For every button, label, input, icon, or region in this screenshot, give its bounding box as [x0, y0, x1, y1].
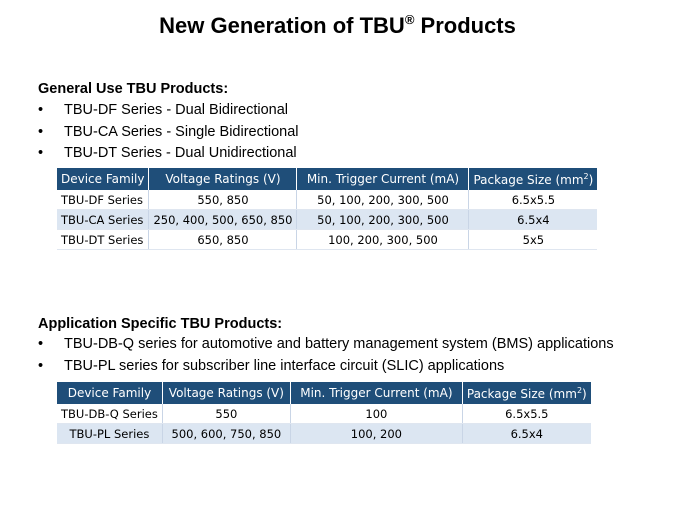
cell-trigger-current: 50, 100, 200, 300, 500: [296, 190, 470, 210]
header-min-trigger-current: Min. Trigger Current (mA): [296, 168, 470, 190]
registered-mark: ®: [404, 12, 415, 27]
bullet-item: • TBU-DT Series - Dual Unidirectional: [38, 143, 299, 165]
bullet-item: • TBU-DF Series - Dual Bidirectional: [38, 100, 299, 122]
header-voltage-ratings: Voltage Ratings (V): [162, 382, 291, 404]
cell-voltage: 500, 600, 750, 850: [162, 423, 291, 444]
bullet-item: • TBU-PL series for subscriber line inter…: [38, 356, 614, 378]
header-package-size-close: ): [582, 386, 587, 401]
cell-device-family: TBU-DF Series: [57, 190, 150, 210]
cell-device-family: TBU-DB-Q Series: [57, 404, 163, 424]
bullet-dot: •: [38, 145, 44, 161]
bullet-item: • TBU-DB-Q series for automotive and batt…: [38, 334, 614, 356]
header-package-size-exp: 2: [576, 385, 583, 395]
application-specific-heading: Application Specific TBU Products:: [38, 316, 283, 332]
table-header-row: Device Family Voltage Ratings (V) Min. T…: [57, 168, 598, 190]
header-package-size: Package Size (mm2): [468, 168, 598, 190]
header-package-size-close: ): [588, 172, 594, 187]
cell-device-family: TBU-PL Series: [57, 423, 163, 444]
cell-trigger-current: 100: [290, 404, 463, 424]
bullet-text: TBU-DF Series - Dual Bidirectional: [64, 102, 289, 118]
cell-trigger-current: 100, 200: [290, 423, 463, 444]
bullet-dot: •: [38, 336, 44, 352]
table-row: TBU-DT Series 650, 850 100, 200, 300, 50…: [57, 229, 598, 250]
cell-voltage: 650, 850: [148, 229, 298, 250]
application-specific-table: Device Family Voltage Ratings (V) Min. T…: [57, 382, 591, 444]
general-use-bullets: • TBU-DF Series - Dual Bidirectional • TBU…: [38, 100, 299, 165]
bullet-text: TBU-DT Series - Dual Unidirectional: [64, 145, 297, 161]
cell-voltage: 250, 400, 500, 650, 850: [148, 209, 298, 230]
bullet-dot: •: [38, 357, 44, 374]
table-row: TBU-CA Series 250, 400, 500, 650, 850 50…: [57, 209, 598, 230]
cell-device-family: TBU-CA Series: [57, 209, 150, 230]
cell-trigger-current: 100, 200, 300, 500: [296, 229, 470, 250]
header-package-size-text: Package Size (mm: [473, 172, 584, 187]
bullet-dot: •: [38, 123, 44, 140]
cell-trigger-current: 50, 100, 200, 300, 500: [296, 209, 470, 230]
cell-voltage: 550, 850: [148, 190, 298, 210]
header-voltage-ratings: Voltage Ratings (V): [148, 168, 298, 190]
cell-package-size: 6.5x4: [468, 209, 598, 230]
bullet-item: • TBU-CA Series - Single Bidirectional: [38, 122, 299, 144]
cell-package-size: 6.5x5.5: [462, 404, 591, 424]
general-use-table: Device Family Voltage Ratings (V) Min. T…: [57, 168, 598, 250]
bullet-dot: •: [38, 102, 44, 118]
cell-package-size: 6.5x5.5: [468, 190, 598, 210]
application-specific-bullets: • TBU-DB-Q series for automotive and batt…: [38, 334, 614, 377]
title-suffix: Products: [414, 13, 516, 38]
cell-package-size: 6.5x4: [462, 423, 591, 444]
table-row: TBU-DF Series 550, 850 50, 100, 200, 300…: [57, 190, 598, 210]
bullet-text: TBU-PL series for subscriber line interf…: [64, 357, 505, 374]
title-text: New Generation of TBU: [159, 13, 405, 38]
table-row: TBU-DB-Q Series 550 100 6.5x5.5: [57, 404, 591, 424]
header-device-family: Device Family: [57, 382, 163, 404]
header-device-family: Device Family: [57, 168, 150, 190]
bullet-text: TBU-CA Series - Single Bidirectional: [64, 123, 299, 140]
general-use-heading: General Use TBU Products:: [38, 81, 229, 97]
header-package-size-exp: 2: [583, 171, 589, 181]
cell-package-size: 5x5: [468, 229, 598, 250]
cell-device-family: TBU-DT Series: [57, 229, 150, 250]
page-title: New Generation of TBU® Products: [0, 12, 675, 39]
bullet-text: TBU-DB-Q series for automotive and batte…: [64, 336, 614, 352]
header-package-size-text: Package Size (mm: [466, 386, 577, 401]
cell-voltage: 550: [162, 404, 291, 424]
header-package-size: Package Size (mm2): [462, 382, 591, 404]
header-min-trigger-current: Min. Trigger Current (mA): [290, 382, 463, 404]
table-header-row: Device Family Voltage Ratings (V) Min. T…: [57, 382, 591, 404]
table-row: TBU-PL Series 500, 600, 750, 850 100, 20…: [57, 423, 591, 444]
